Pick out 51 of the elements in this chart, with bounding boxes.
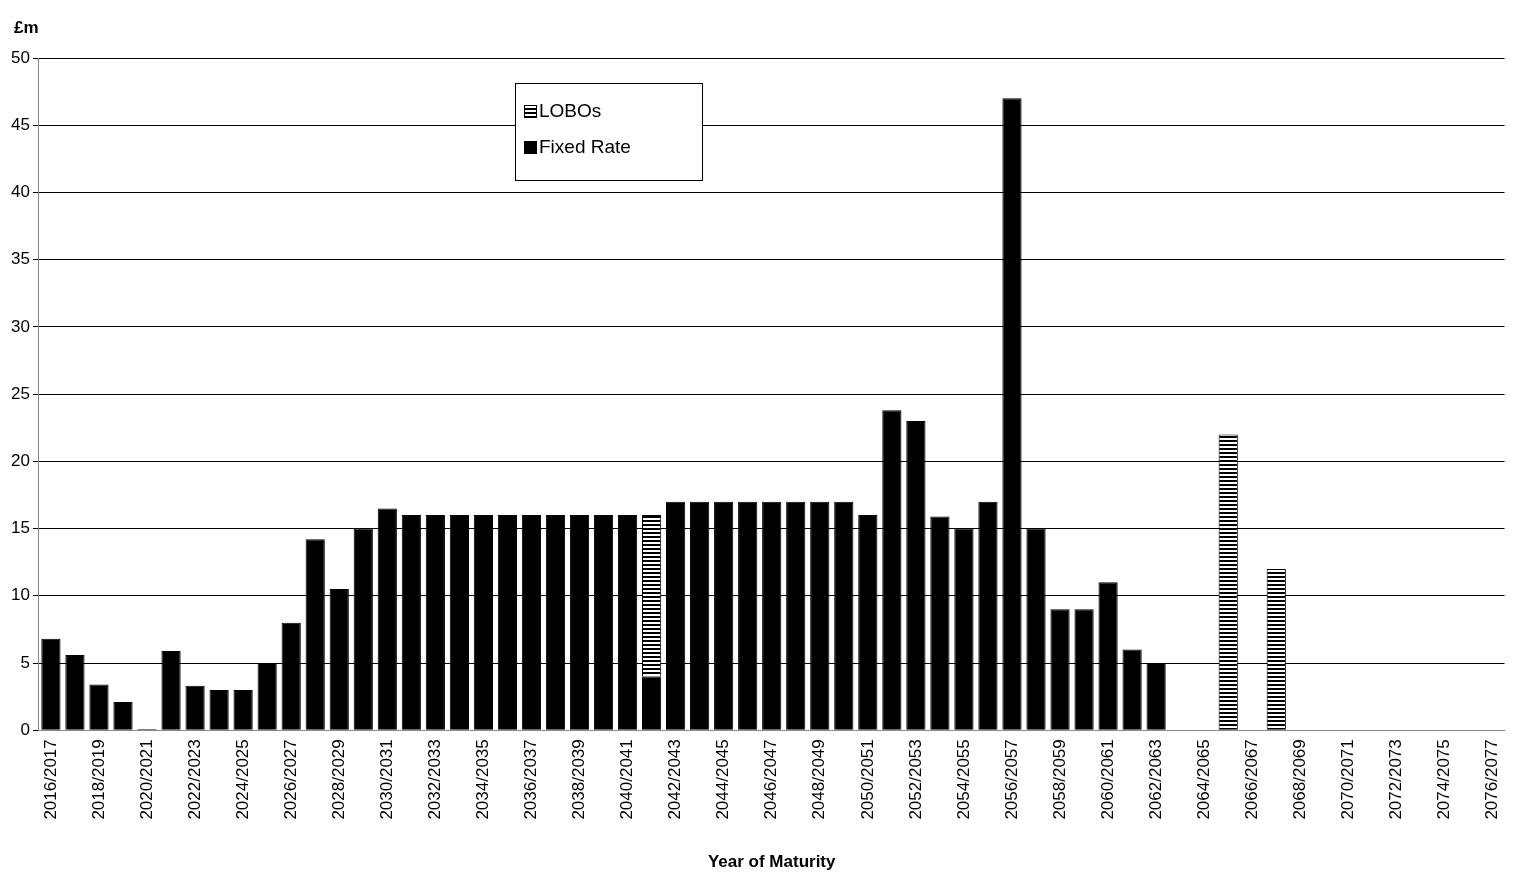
- bar: [233, 689, 253, 730]
- x-tick-label: 2064/2065: [1193, 739, 1213, 820]
- x-tick-label: 2044/2045: [713, 739, 733, 820]
- x-tick-label: 2016/2017: [40, 739, 60, 820]
- x-tick-label: 2054/2055: [953, 739, 973, 820]
- legend-label: LOBOs: [539, 100, 602, 122]
- x-tick-label: 2022/2023: [184, 739, 204, 820]
- x-tick-label: 2058/2059: [1049, 739, 1069, 820]
- x-tick-label: 2020/2021: [136, 739, 156, 820]
- x-tick-label: 2056/2057: [1001, 739, 1021, 820]
- x-tick-label: 2024/2025: [232, 739, 252, 820]
- x-tick-label: 2074/2075: [1434, 739, 1454, 820]
- bar: [89, 684, 109, 730]
- x-tick-label: 2026/2027: [280, 739, 300, 820]
- y-tick-label: 35: [10, 249, 30, 269]
- y-tick-label: 10: [10, 585, 30, 605]
- y-tick-label: 30: [10, 316, 30, 336]
- x-tick-label: 2050/2051: [857, 739, 877, 820]
- x-tick-label: 2038/2039: [569, 739, 589, 820]
- x-tick-label: 2042/2043: [665, 739, 685, 820]
- x-axis-title: Year of Maturity: [707, 852, 837, 872]
- x-tick-label: 2070/2071: [1338, 739, 1358, 820]
- x-tick-label: 2034/2035: [473, 739, 493, 820]
- x-tick-label: 2072/2073: [1386, 739, 1406, 820]
- x-tick-label: 2052/2053: [905, 739, 925, 820]
- y-axis-title: £m: [14, 18, 39, 38]
- y-tick-label: 5: [20, 652, 30, 672]
- x-tick-label: 2068/2069: [1289, 739, 1309, 820]
- y-tick-label: 20: [10, 451, 30, 471]
- y-tick-label: 40: [10, 182, 30, 202]
- x-tick-label: 2030/2031: [376, 739, 396, 820]
- x-tick-label: 2066/2067: [1241, 739, 1261, 820]
- bar: [185, 685, 205, 730]
- y-tick-label: 25: [10, 383, 30, 403]
- y-tick-label: 45: [10, 114, 30, 134]
- x-tick-label: 2040/2041: [617, 739, 637, 820]
- legend-label: Fixed Rate: [539, 136, 631, 158]
- x-tick-label: 2076/2077: [1482, 739, 1502, 820]
- y-tick-label: 50: [10, 47, 30, 67]
- x-tick-label: 2036/2037: [521, 739, 541, 820]
- x-tick-label: 2046/2047: [761, 739, 781, 820]
- y-tick-label: 15: [10, 518, 30, 538]
- x-tick-label: 2060/2061: [1097, 739, 1117, 820]
- x-tick-label: 2048/2049: [809, 739, 829, 820]
- x-tick-label: 2028/2029: [328, 739, 348, 820]
- bar: [209, 689, 229, 730]
- bar: [113, 702, 133, 730]
- x-tick-label: 2062/2063: [1145, 739, 1165, 820]
- x-tick-label: 2018/2019: [88, 739, 108, 820]
- y-tick-label: 0: [20, 719, 30, 739]
- x-tick-label: 2032/2033: [425, 739, 445, 820]
